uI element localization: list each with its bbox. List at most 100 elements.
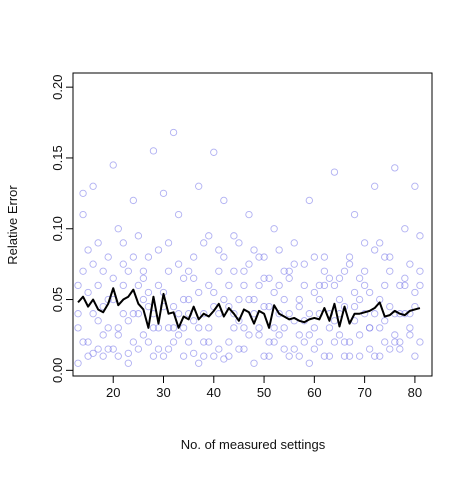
point bbox=[340, 338, 349, 346]
point bbox=[376, 324, 384, 332]
point bbox=[340, 267, 349, 275]
point bbox=[345, 260, 354, 268]
point bbox=[345, 338, 354, 346]
point bbox=[310, 324, 318, 332]
point bbox=[255, 253, 263, 261]
point bbox=[320, 253, 329, 261]
point bbox=[250, 246, 258, 254]
point bbox=[300, 338, 308, 346]
point bbox=[325, 324, 334, 332]
point bbox=[195, 359, 203, 367]
x-tick-label: 40 bbox=[207, 385, 221, 400]
point bbox=[119, 260, 127, 268]
point bbox=[134, 345, 143, 353]
point bbox=[149, 324, 158, 332]
point bbox=[230, 310, 238, 318]
point bbox=[345, 253, 354, 261]
point bbox=[325, 274, 334, 282]
point bbox=[396, 338, 404, 346]
point bbox=[355, 274, 364, 282]
point bbox=[325, 352, 334, 360]
point bbox=[205, 281, 213, 290]
point bbox=[179, 324, 188, 332]
point bbox=[205, 338, 213, 346]
point bbox=[280, 295, 288, 304]
point bbox=[190, 349, 198, 357]
point bbox=[129, 338, 137, 346]
point bbox=[366, 345, 374, 353]
point bbox=[355, 295, 364, 304]
point bbox=[305, 310, 313, 318]
point bbox=[300, 260, 308, 268]
point bbox=[119, 281, 127, 290]
point bbox=[320, 352, 329, 360]
point bbox=[195, 182, 203, 190]
point bbox=[129, 196, 137, 205]
point bbox=[200, 239, 208, 247]
point bbox=[220, 253, 228, 261]
point bbox=[169, 128, 178, 137]
point bbox=[391, 338, 399, 346]
point bbox=[391, 164, 399, 172]
point bbox=[74, 310, 82, 318]
point bbox=[245, 295, 253, 304]
point bbox=[406, 260, 414, 268]
point bbox=[129, 253, 137, 261]
point bbox=[386, 302, 394, 311]
y-tick-label: 0.10 bbox=[50, 216, 65, 241]
point bbox=[406, 324, 414, 332]
point bbox=[159, 189, 168, 198]
point bbox=[139, 274, 148, 282]
point bbox=[89, 260, 97, 268]
point bbox=[94, 281, 102, 290]
point bbox=[270, 338, 278, 346]
point bbox=[119, 239, 127, 247]
point bbox=[79, 267, 87, 275]
point bbox=[265, 352, 273, 360]
y-tick-label: 0.00 bbox=[50, 358, 65, 383]
point bbox=[230, 267, 238, 275]
point bbox=[280, 345, 288, 353]
point bbox=[381, 253, 389, 261]
point bbox=[245, 260, 253, 268]
point bbox=[215, 246, 223, 254]
point bbox=[84, 246, 92, 254]
point bbox=[275, 331, 283, 339]
point bbox=[139, 295, 148, 304]
point bbox=[310, 253, 318, 261]
point bbox=[270, 288, 278, 297]
point bbox=[235, 239, 243, 247]
point bbox=[315, 338, 324, 346]
point bbox=[210, 352, 218, 360]
point bbox=[74, 324, 82, 332]
point bbox=[195, 324, 203, 332]
point bbox=[164, 267, 173, 275]
point bbox=[79, 189, 87, 198]
point bbox=[119, 310, 127, 318]
point bbox=[215, 267, 223, 275]
point bbox=[89, 310, 97, 318]
point bbox=[124, 349, 132, 357]
point bbox=[340, 352, 349, 360]
point bbox=[184, 267, 193, 275]
point bbox=[295, 331, 303, 339]
point bbox=[164, 324, 173, 332]
plot-box bbox=[72, 72, 433, 377]
point bbox=[275, 310, 283, 318]
point bbox=[250, 359, 258, 367]
point bbox=[205, 232, 213, 240]
y-tick-label: 0.15 bbox=[50, 145, 65, 170]
point bbox=[240, 281, 248, 290]
point bbox=[109, 161, 117, 169]
y-tick-label: 0.20 bbox=[50, 75, 65, 100]
point bbox=[386, 345, 394, 353]
x-tick-label: 70 bbox=[357, 385, 371, 400]
point bbox=[94, 345, 102, 353]
point bbox=[255, 324, 263, 332]
point bbox=[190, 317, 198, 325]
point bbox=[360, 239, 369, 247]
point bbox=[220, 196, 228, 205]
x-tick-label: 30 bbox=[156, 385, 170, 400]
point bbox=[99, 267, 107, 275]
point bbox=[154, 281, 163, 290]
